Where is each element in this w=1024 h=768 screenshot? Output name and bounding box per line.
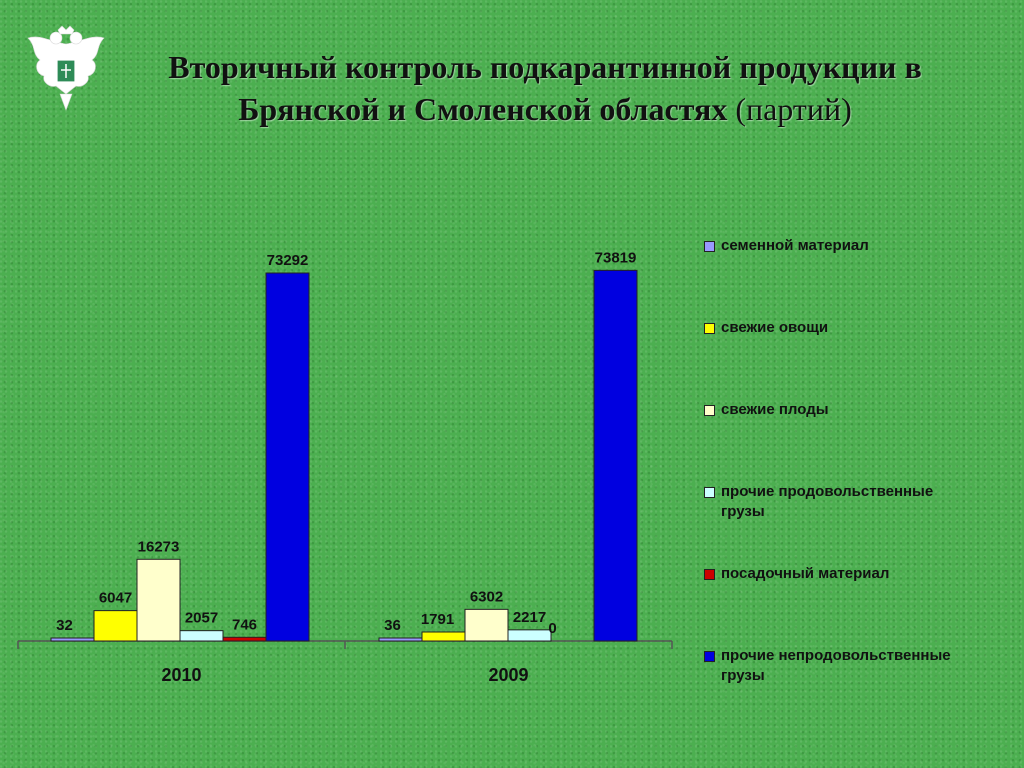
legend-swatch-5 xyxy=(704,651,715,662)
data-label-2009-series-2: 6302 xyxy=(470,588,503,605)
bar-2010-series-5 xyxy=(265,272,310,642)
bar-2010-series-3 xyxy=(179,630,224,642)
data-label-2010-series-4: 746 xyxy=(232,616,257,633)
bar-2009-series-0 xyxy=(378,637,423,642)
legend-label-2: свежие плоды xyxy=(721,401,829,418)
data-label-2009-series-5: 73819 xyxy=(595,249,637,266)
data-label-2010-series-1: 6047 xyxy=(99,590,132,607)
title-main: Вторичный контроль подкарантинной продук… xyxy=(168,49,922,127)
data-label-2009-series-1: 1791 xyxy=(421,611,454,628)
title-unit: (партий) xyxy=(735,91,852,127)
bar-2009-series-5 xyxy=(593,269,638,642)
legend-label-4: посадочный материал xyxy=(721,565,890,582)
data-label-2009-series-0: 36 xyxy=(384,617,401,634)
legend-swatch-3 xyxy=(704,487,715,498)
legend-swatch-2 xyxy=(704,405,715,416)
legend-swatch-1 xyxy=(704,323,715,334)
bar-2009-series-1 xyxy=(421,631,466,642)
data-label-2009-series-3: 2217 xyxy=(513,609,546,626)
data-label-2010-series-0: 32 xyxy=(56,617,73,634)
legend-swatch-0 xyxy=(704,241,715,252)
bar-2010-series-1 xyxy=(93,610,138,642)
bar-2010-series-4 xyxy=(222,636,267,642)
data-label-2010-series-5: 73292 xyxy=(267,252,309,269)
data-label-2010-series-3: 2057 xyxy=(185,610,218,627)
x-tick-label-2010: 2010 xyxy=(161,665,201,685)
x-tick-label-2009: 2009 xyxy=(488,665,528,685)
legend-label-1: свежие овощи xyxy=(721,319,829,336)
data-label-2010-series-2: 16273 xyxy=(138,538,180,555)
legend-label-5: прочие непродовольственные грузы xyxy=(721,647,951,684)
data-label-2009-series-4: 0 xyxy=(548,620,556,637)
bar-2010-series-0 xyxy=(50,637,95,642)
bar-2009-series-3 xyxy=(507,629,552,642)
legend-label-3: прочие продовольственные грузы xyxy=(721,483,934,520)
bar-2010-series-2 xyxy=(136,558,181,642)
bar-2009-series-2 xyxy=(464,608,509,642)
legend-swatch-4 xyxy=(704,569,715,580)
legend-label-0: семенной материал xyxy=(721,237,869,254)
emblem-logo xyxy=(27,25,105,111)
page-title: Вторичный контроль подкарантинной продук… xyxy=(95,46,995,130)
